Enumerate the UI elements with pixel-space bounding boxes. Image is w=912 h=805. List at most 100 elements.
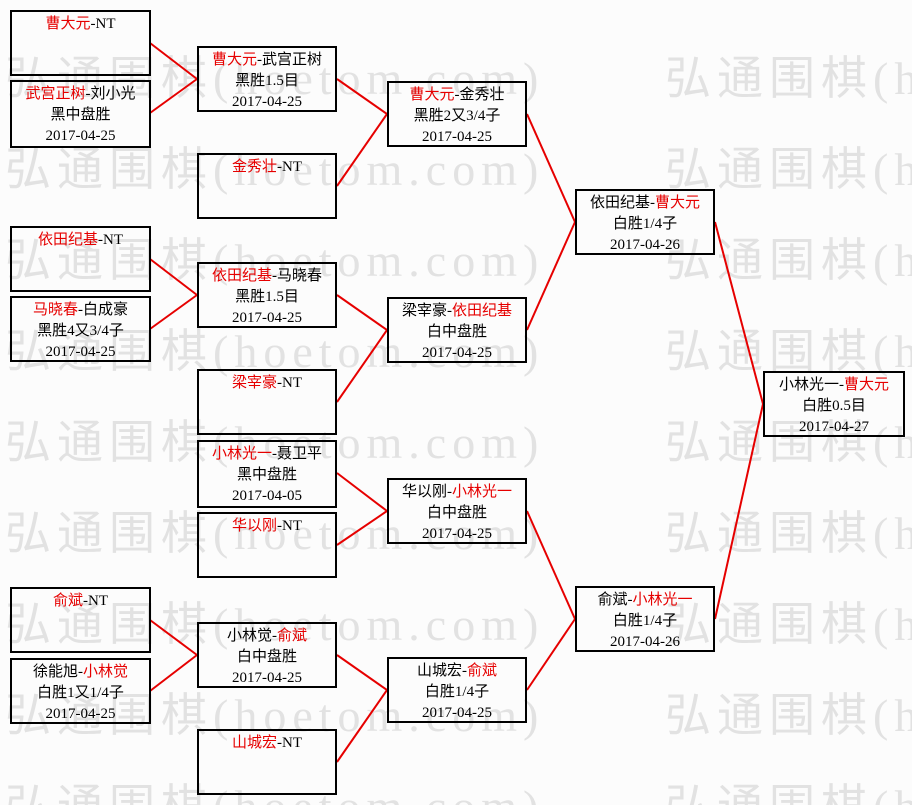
match-box-r1-xu-kobayashis: 徐能旭-小林觉 白胜1又1/4子 2017-04-25 xyxy=(10,658,151,724)
match-players: 依田纪基-曹大元 xyxy=(577,193,713,214)
match-result: 黑胜4又3/4子 xyxy=(37,323,124,339)
player-separator: - xyxy=(447,484,452,500)
watermark-text: 弘通围棋(hoetom.com) xyxy=(5,599,545,650)
player2-name: 武宫正树 xyxy=(262,52,323,68)
match-box-r1-takemiya-liu: 武宫正树-刘小光黑中盘胜 2017-04-25 xyxy=(10,80,151,148)
match-date: 2017-04-25 xyxy=(422,526,492,542)
player1-name: 华以刚 xyxy=(231,518,277,534)
connector-line xyxy=(149,78,198,114)
player2-name: 曹大元 xyxy=(655,195,701,211)
player2-name: 小林光一 xyxy=(632,592,693,608)
connector-line xyxy=(526,113,576,223)
match-date: 2017-04-25 xyxy=(232,670,302,686)
match-box-r2-liang-bye: 梁宰豪-NT xyxy=(197,369,337,435)
match-box-r4-yoda-cao: 依田纪基-曹大元白胜1/4子 2017-04-26 xyxy=(575,189,715,255)
player2-name: NT xyxy=(103,232,123,248)
match-result: 白中盘胜 xyxy=(426,505,487,521)
watermark-text: 弘通围棋(hoetom.com) xyxy=(665,508,912,559)
player2-name: 金秀壮 xyxy=(459,87,505,103)
match-players: 曹大元-NT xyxy=(12,14,149,35)
player2-name: 依田纪基 xyxy=(452,303,513,319)
player1-name: 徐能旭 xyxy=(32,664,78,680)
match-players: 俞斌-NT xyxy=(12,591,149,612)
watermark-text: 弘通围棋(hoetom.com) xyxy=(5,235,545,286)
match-players: 金秀壮-NT xyxy=(199,157,335,178)
match-players: 华以刚-NT xyxy=(199,516,335,537)
player1-name: 金秀壮 xyxy=(231,159,277,175)
watermark-text: 弘通围棋(hoetom.com) xyxy=(5,326,545,377)
match-result: 黑中盘胜 xyxy=(236,467,297,483)
match-date: 2017-04-25 xyxy=(232,310,302,326)
player2-name: 马晓春 xyxy=(277,268,323,284)
player-separator: - xyxy=(272,628,277,644)
match-players: 徐能旭-小林觉 xyxy=(12,662,149,683)
connector-line xyxy=(336,654,388,691)
match-players: 山城宏-NT xyxy=(199,733,335,754)
player2-name: 刘小光 xyxy=(90,86,136,102)
match-date: 2017-04-25 xyxy=(45,344,116,360)
match-date: 2017-04-26 xyxy=(610,237,680,253)
match-result: 白胜1/4子 xyxy=(612,216,678,232)
player1-name: 依田纪基 xyxy=(211,268,272,284)
player-separator: - xyxy=(277,735,282,751)
player2-name: 聂卫平 xyxy=(277,446,323,462)
player1-name: 武宫正树 xyxy=(25,86,86,102)
connector-line xyxy=(714,403,764,620)
player1-name: 曹大元 xyxy=(211,52,257,68)
player1-name: 山城宏 xyxy=(231,735,277,751)
player1-name: 俞斌 xyxy=(597,592,628,608)
match-players: 梁宰豪-NT xyxy=(199,373,335,394)
player2-name: 俞斌 xyxy=(277,628,308,644)
match-players: 俞斌-小林光一 xyxy=(577,590,713,611)
watermark-text: 弘通围棋(hoetom.com) xyxy=(665,235,912,286)
watermark-text: 弘通围棋(hoetom.com) xyxy=(5,690,545,741)
match-result: 白胜1又1/4子 xyxy=(37,685,124,701)
player-separator: - xyxy=(85,86,91,102)
match-box-r2-kobayashik-nie: 小林光一-聂卫平 黑中盘胜 2017-04-05 xyxy=(197,440,337,508)
player1-name: 小林光一 xyxy=(211,446,272,462)
player2-name: 俞斌 xyxy=(467,663,498,679)
match-box-r2-yoda-ma: 依田纪基-马晓春 黑胜1.5目 2017-04-25 xyxy=(197,262,337,328)
player2-name: 曹大元 xyxy=(844,377,890,393)
watermark-text: 弘通围棋(hoetom.com) xyxy=(665,144,912,195)
match-box-r3-hua-kobayashik: 华以刚-小林光一 白中盘胜 2017-04-25 xyxy=(387,478,527,544)
match-players: 马晓春-白成豪 xyxy=(12,300,149,321)
player2-name: NT xyxy=(282,159,302,175)
player1-name: 小林光一 xyxy=(778,377,839,393)
match-box-r1-ma-bai: 马晓春-白成豪黑胜4又3/4子 2017-04-25 xyxy=(10,296,151,362)
match-box-r2-kobayashis-yu: 小林觉-俞斌 白中盘胜 2017-04-25 xyxy=(197,622,337,688)
connector-line xyxy=(526,510,576,620)
player1-name: 山城宏 xyxy=(416,663,462,679)
connector-line xyxy=(336,472,388,512)
match-box-r1-cao-bye: 曹大元-NT xyxy=(10,10,151,76)
match-date: 2017-04-25 xyxy=(422,345,492,361)
player-separator: - xyxy=(462,663,467,679)
player-separator: - xyxy=(272,446,277,462)
player-separator: - xyxy=(78,664,83,680)
match-players: 小林觉-俞斌 xyxy=(199,626,335,647)
connector-line xyxy=(149,654,198,692)
player-separator: - xyxy=(98,232,103,248)
player1-name: 俞斌 xyxy=(52,593,83,609)
player1-name: 马晓春 xyxy=(32,302,78,318)
connector-line xyxy=(714,221,764,405)
watermark-text: 弘通围棋(hoetom.com) xyxy=(665,690,912,741)
player1-name: 曹大元 xyxy=(409,87,455,103)
player1-name: 华以刚 xyxy=(401,484,447,500)
match-box-r4-yu-kobayashik: 俞斌-小林光一 白胜1/4子 2017-04-26 xyxy=(575,586,715,652)
match-players: 小林光一-曹大元 xyxy=(765,375,903,396)
match-box-r1-yu-bye: 俞斌-NT xyxy=(10,587,151,653)
player2-name: 白成豪 xyxy=(83,302,129,318)
match-box-r3-liang-yoda: 梁宰豪-依田纪基 白中盘胜 2017-04-25 xyxy=(387,297,527,363)
match-box-r2-yamashiro-bye: 山城宏-NT xyxy=(197,729,337,795)
player1-name: 依田纪基 xyxy=(589,195,650,211)
player1-name: 小林觉 xyxy=(226,628,272,644)
watermark-text: 弘通围棋(hoetom.com) xyxy=(5,144,545,195)
match-players: 小林光一-聂卫平 xyxy=(199,444,335,465)
watermark-text: 弘通围棋(hoetom.com) xyxy=(665,417,912,468)
player-separator: - xyxy=(257,52,262,68)
match-result: 黑中盘胜 xyxy=(50,107,111,123)
match-players: 梁宰豪-依田纪基 xyxy=(389,301,525,322)
match-date: 2017-04-25 xyxy=(45,128,116,144)
